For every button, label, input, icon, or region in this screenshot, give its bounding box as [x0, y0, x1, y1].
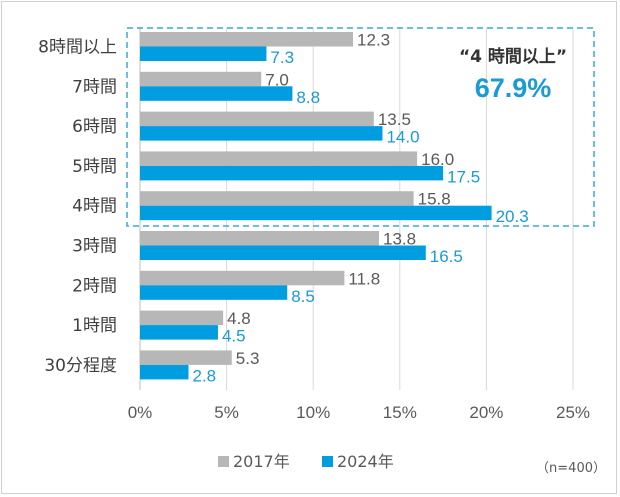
category-label: 5時間 [72, 157, 117, 177]
value-label-2024: 7.3 [270, 48, 294, 67]
annotation-value: 67.9% [475, 73, 552, 103]
x-tick-label: 0% [128, 403, 153, 422]
x-tick-label: 20% [469, 403, 503, 422]
value-label-2017: 12.3 [357, 31, 390, 50]
bar-2017 [140, 111, 374, 127]
x-tick-label: 5% [214, 403, 239, 422]
value-label-2024: 4.5 [222, 327, 246, 346]
category-label: 3時間 [72, 237, 117, 257]
x-tick-label: 10% [296, 403, 330, 422]
bar-2024 [140, 46, 267, 61]
x-tick-labels: 0% 5% 10% 15% 20% 25% [128, 403, 590, 422]
bar-2024 [140, 126, 383, 141]
bar-2017 [140, 270, 345, 286]
category-label: 4時間 [72, 197, 117, 217]
value-label-2017: 5.3 [236, 349, 260, 368]
value-label-2024: 2.8 [192, 366, 216, 385]
bar-2017 [140, 350, 232, 365]
value-label-2024: 14.0 [386, 128, 419, 147]
legend-swatch-2017 [218, 456, 229, 467]
category-label: 2時間 [72, 276, 117, 296]
legend-swatch-2024 [322, 456, 333, 467]
bars [140, 32, 492, 380]
value-label-2024: 20.3 [496, 207, 529, 226]
value-label-2024: 16.5 [430, 247, 463, 266]
value-label-2017: 4.8 [227, 309, 251, 328]
highlight-box [126, 27, 595, 227]
legend-label-2017: 2017年 [233, 452, 290, 471]
category-label: 7時間 [72, 77, 117, 97]
category-label: 1時間 [72, 316, 117, 336]
bar-2024 [140, 325, 218, 340]
category-labels: 8時間以上 7時間 6時間 5時間 4時間 3時間 2時間 1時間 30分程度 [38, 38, 117, 376]
category-label: 6時間 [72, 117, 117, 137]
legend-label-2024: 2024年 [337, 452, 394, 471]
value-label-2017: 16.0 [421, 150, 454, 169]
x-tick-label: 25% [556, 403, 590, 422]
bar-2017 [140, 32, 354, 47]
legend: 2017年 2024年 [218, 452, 394, 471]
value-label-2017: 13.5 [378, 110, 411, 129]
category-label: 30分程度 [44, 356, 117, 376]
bar-2024 [140, 165, 444, 181]
value-label-2024: 8.8 [296, 88, 320, 107]
annotation-title: “4 時間以上” [459, 46, 567, 67]
bar-2017 [140, 71, 262, 87]
bar-2024 [140, 285, 288, 300]
bar-2024 [140, 245, 426, 260]
bar-2024 [140, 364, 189, 380]
category-label: 8時間以上 [38, 38, 117, 58]
sample-size-note: （n=400） [536, 461, 606, 476]
bar-2024 [140, 86, 293, 101]
value-label-2017: 15.8 [418, 190, 451, 209]
bar-2024 [140, 205, 492, 221]
value-label-2024: 8.5 [291, 287, 315, 306]
value-label-2017: 11.8 [348, 269, 380, 288]
bar-2017 [140, 310, 224, 326]
value-label-2024: 17.5 [447, 167, 480, 186]
value-label-2017: 7.0 [265, 70, 289, 89]
bar-2017 [140, 151, 418, 166]
x-tick-label: 15% [383, 403, 417, 422]
bar-2017 [140, 231, 380, 246]
value-label-2017: 13.8 [383, 230, 416, 249]
value-labels: 12.3 7.3 7.0 8.8 13.514.016.017.5 15.8 20.3 13.… [192, 31, 528, 386]
bar-2017 [140, 191, 414, 206]
